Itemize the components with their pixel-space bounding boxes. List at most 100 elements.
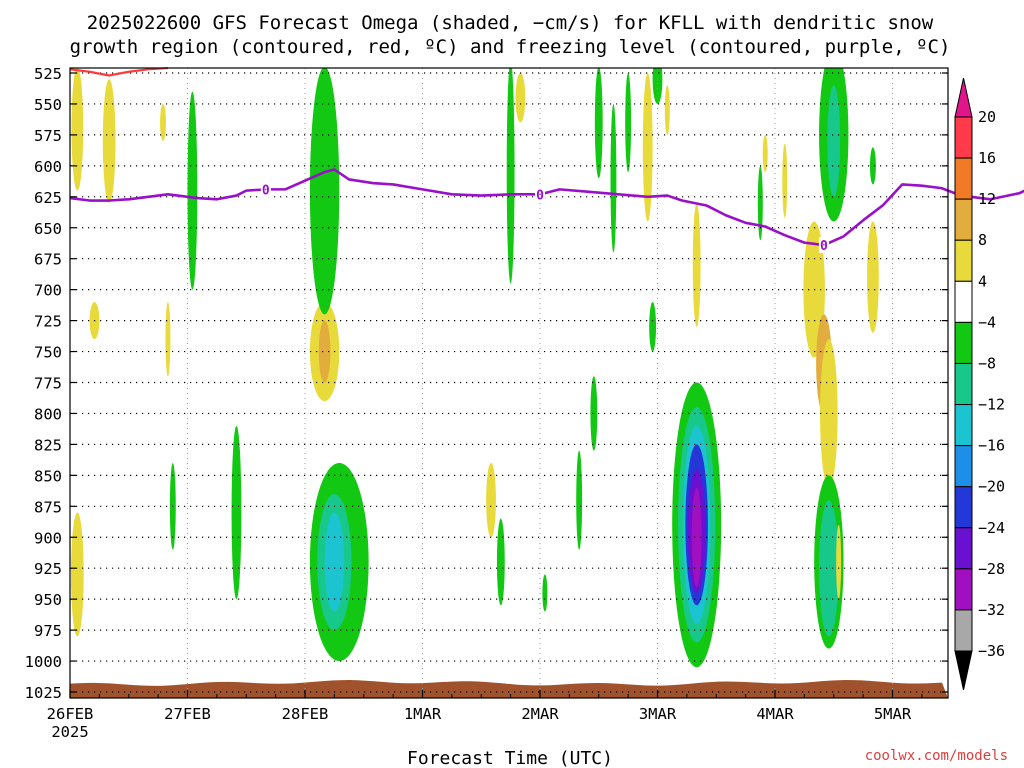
omega-region bbox=[819, 500, 839, 637]
y-tick-label: 850 bbox=[34, 467, 62, 485]
x-axis-label: Forecast Time (UTC) bbox=[407, 748, 613, 768]
contour-label-bg bbox=[535, 186, 545, 203]
colorbar-bin bbox=[954, 445, 973, 488]
omega-region bbox=[165, 302, 171, 377]
freezing-level-label: 0 bbox=[262, 183, 270, 198]
omega-region bbox=[309, 68, 340, 315]
y-tick-label: 550 bbox=[34, 96, 62, 114]
x-tick-label: 1MAR bbox=[404, 705, 442, 723]
ground-surface bbox=[70, 680, 948, 698]
colorbar-label: 12 bbox=[978, 190, 996, 208]
freezing-level-contour bbox=[69, 168, 1024, 247]
omega-region bbox=[836, 524, 842, 600]
y-axis: 525 550 575 600 625 650 675 700 725 750 775 800 825 8… bbox=[25, 65, 948, 702]
omega-region bbox=[486, 462, 496, 538]
y-tick-label: 650 bbox=[34, 220, 62, 238]
y-tick-label: 775 bbox=[34, 375, 62, 393]
y-tick-label: 950 bbox=[34, 591, 62, 609]
omega-region bbox=[691, 487, 702, 587]
credit-text: coolwx.com/models bbox=[865, 748, 1008, 764]
colorbar-top-arrow bbox=[954, 77, 973, 118]
x-tick-label: 28FEB bbox=[282, 705, 329, 723]
omega-region bbox=[974, 67, 987, 141]
dendritic-growth-contour bbox=[69, 66, 168, 77]
freezing-level-label: 0 bbox=[820, 239, 828, 254]
omega-region bbox=[692, 202, 701, 327]
freezing-level-label: 0 bbox=[536, 188, 544, 203]
omega-region bbox=[782, 143, 788, 218]
x-axis-start-year: 2025 bbox=[51, 723, 88, 741]
omega-region bbox=[590, 376, 598, 451]
omega-region bbox=[652, 68, 663, 104]
colorbar-label: −24 bbox=[978, 519, 1005, 537]
y-tick-label: 750 bbox=[34, 344, 62, 362]
omega-region bbox=[867, 221, 879, 333]
omega-region bbox=[664, 85, 670, 135]
ground-band bbox=[70, 680, 948, 698]
omega-region bbox=[649, 302, 657, 352]
y-tick-label: 925 bbox=[34, 560, 62, 578]
y-tick-label: 1000 bbox=[25, 653, 62, 671]
y-tick-label: 625 bbox=[34, 189, 62, 207]
colorbar-bin bbox=[954, 486, 973, 529]
omega-region bbox=[160, 103, 166, 142]
x-tick-label: 5MAR bbox=[874, 705, 912, 723]
colorbar-label: −12 bbox=[978, 396, 1005, 414]
omega-region bbox=[762, 134, 768, 173]
colorbar-bin bbox=[954, 404, 973, 447]
chart-title-line1: 2025022600 GFS Forecast Omega (shaded, −… bbox=[87, 12, 934, 34]
y-tick-label: 900 bbox=[34, 529, 62, 547]
y-tick-label: 975 bbox=[34, 622, 62, 640]
omega-region bbox=[506, 68, 515, 284]
colorbar-bin bbox=[954, 321, 973, 364]
colorbar-label: 8 bbox=[978, 231, 987, 249]
colorbar-bottom-arrow bbox=[954, 650, 973, 691]
omega-shading bbox=[70, 67, 987, 668]
colorbar-bin bbox=[954, 527, 973, 570]
colorbar-bin bbox=[954, 157, 973, 200]
omega-region bbox=[827, 85, 841, 197]
colorbar-label: −36 bbox=[978, 642, 1005, 660]
omega-region bbox=[757, 165, 763, 241]
omega-region bbox=[820, 339, 838, 488]
colorbar-label: −4 bbox=[978, 313, 996, 331]
omega-region bbox=[642, 73, 653, 222]
omega-region bbox=[102, 79, 116, 203]
omega-region bbox=[71, 68, 84, 191]
colorbar-label: −8 bbox=[978, 354, 996, 372]
omega-region bbox=[610, 103, 617, 253]
colorbar-bin bbox=[954, 362, 973, 406]
contour-label-bg bbox=[818, 237, 829, 254]
contour-label-bg bbox=[260, 181, 271, 198]
colorbar-bin bbox=[954, 609, 973, 652]
omega-region bbox=[324, 512, 345, 612]
y-tick-label: 575 bbox=[34, 127, 62, 145]
omega-region bbox=[542, 574, 548, 612]
colorbar-label: 20 bbox=[978, 108, 996, 126]
grid-lines bbox=[70, 68, 948, 698]
x-tick-label: 3MAR bbox=[639, 705, 677, 723]
y-tick-label: 1025 bbox=[25, 684, 62, 702]
omega-region bbox=[318, 320, 331, 383]
colorbar-bin bbox=[954, 568, 973, 611]
y-tick-label: 600 bbox=[34, 158, 62, 176]
x-tick-label: 26FEB bbox=[47, 705, 94, 723]
chart-title-line2: growth region (contoured, red, ºC) and f… bbox=[70, 36, 951, 58]
omega-region bbox=[187, 91, 198, 290]
colorbar-bin bbox=[954, 239, 973, 282]
y-tick-label: 725 bbox=[34, 313, 62, 331]
colorbar-bin bbox=[954, 198, 973, 241]
x-tick-label: 4MAR bbox=[756, 705, 794, 723]
colorbar-label: 16 bbox=[978, 149, 996, 167]
y-tick-label: 675 bbox=[34, 251, 62, 269]
contour-lines: 0 0 0 bbox=[69, 66, 1024, 254]
colorbar-label: 4 bbox=[978, 272, 987, 290]
x-tick-label: 2MAR bbox=[521, 705, 559, 723]
colorbar-label: −16 bbox=[978, 437, 1005, 455]
omega-region bbox=[70, 512, 84, 637]
colorbar: 20 16 12 8 4 −4 −8 −12 −16 −20 −24 −28 −32 −36 bbox=[954, 77, 1005, 691]
y-tick-label: 825 bbox=[34, 436, 62, 454]
colorbar-label: −32 bbox=[978, 601, 1005, 619]
omega-region bbox=[496, 518, 505, 606]
